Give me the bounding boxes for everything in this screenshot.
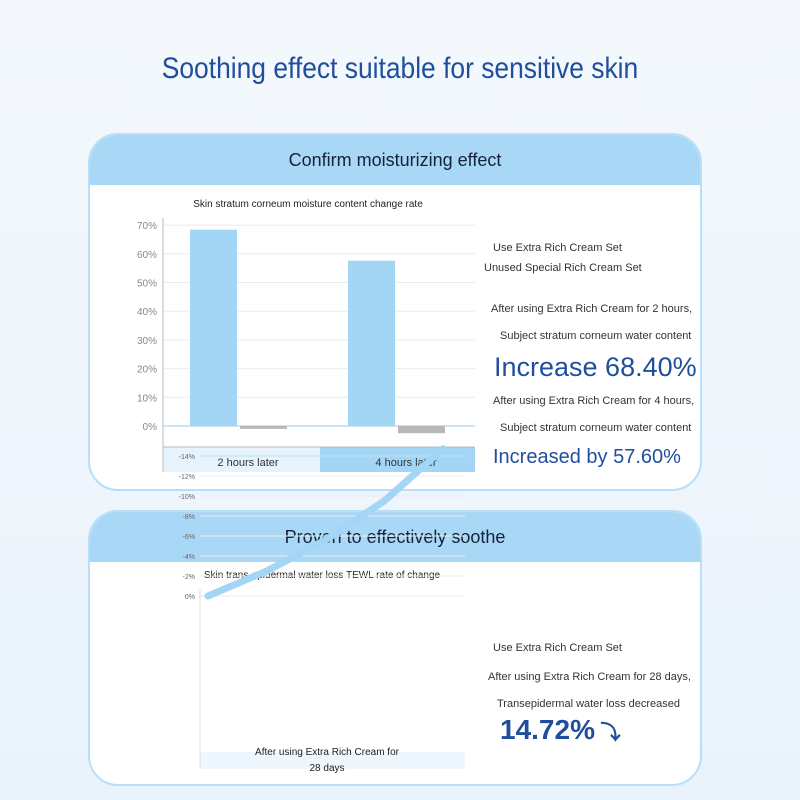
category-band [320,447,475,472]
y-tick-label: 70% [137,221,157,232]
y-tick-label: 0% [143,422,158,433]
y-tick-label: -10% [179,494,195,501]
arrow-down-icon: ⤵ [594,722,621,744]
note: Subject stratum corneum water content [500,330,692,342]
legend-unused: Unused Special Rich Cream Set [484,262,642,274]
stat-tewl: 14.72% ⤵ [500,714,621,746]
bar-unused [398,426,445,434]
y-tick-label: 10% [137,393,157,404]
y-tick-label: 40% [137,307,157,318]
y-tick-label: -2% [183,574,195,581]
bar-use [190,229,237,426]
x-band [200,752,465,769]
y-tick-label: 0% [185,594,195,601]
stat-value: 14.72% [500,714,595,745]
stat-2h: Increase 68.40% [494,352,697,382]
section-header: Proven to effectively soothe [90,512,700,562]
y-tick-label: 20% [137,365,157,376]
bar-unused [240,426,287,429]
chart-title: Skin stratum corneum moisture content ch… [193,199,423,210]
section-header: Confirm moisturizing effect [90,135,700,185]
note: After using Extra Rich Cream for 2 hours… [491,303,693,315]
y-tick-label: -12% [179,474,195,481]
y-tick-label: 60% [137,250,157,261]
series-line [204,445,447,600]
note: After using Extra Rich Cream for 28 days… [488,671,691,683]
y-tick-label: 30% [137,336,157,347]
y-tick-label: 50% [137,279,157,290]
legend-use: Use Extra Rich Cream Set [493,642,622,654]
page-title: Soothing effect suitable for sensitive s… [161,52,639,85]
y-tick-label: -8% [183,514,195,521]
x-axis-label: 28 days [309,763,344,774]
bar-use [348,260,395,426]
legend-use: Use Extra Rich Cream Set [493,242,622,254]
stat-4h: Increased by 57.60% [493,446,681,468]
category-label: 2 hours later [217,457,278,469]
x-axis-label: After using Extra Rich Cream for [255,747,400,758]
y-tick-label: -14% [179,454,195,461]
category-band [163,447,320,472]
y-tick-label: -6% [183,534,195,541]
note: Subject stratum corneum water content [500,422,692,434]
note: After using Extra Rich Cream for 4 hours… [493,395,695,407]
note: Transepidermal water loss decreased [497,698,681,710]
y-tick-label: -4% [183,554,195,561]
